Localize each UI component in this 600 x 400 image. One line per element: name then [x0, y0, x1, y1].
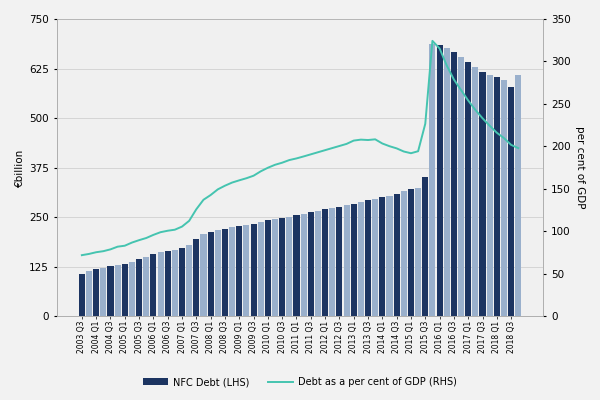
Bar [172, 250, 178, 316]
Bar [286, 217, 292, 316]
Bar [107, 266, 113, 316]
Bar [151, 254, 157, 316]
Bar [430, 44, 436, 316]
Bar [244, 225, 250, 316]
Bar [179, 248, 185, 316]
Bar [372, 198, 378, 316]
Bar [344, 205, 350, 316]
Bar [494, 77, 500, 316]
Bar [487, 75, 493, 316]
Bar [208, 232, 214, 316]
Bar [265, 220, 271, 316]
Bar [293, 215, 299, 316]
Bar [350, 204, 357, 316]
Bar [143, 257, 149, 316]
Bar [394, 194, 400, 316]
Bar [401, 191, 407, 316]
Bar [308, 212, 314, 316]
Bar [79, 274, 85, 316]
Bar [329, 208, 335, 316]
Bar [451, 52, 457, 316]
Bar [508, 86, 514, 316]
Bar [115, 266, 121, 316]
Bar [193, 239, 199, 316]
Bar [272, 219, 278, 316]
Bar [279, 218, 285, 316]
Y-axis label: €billion: €billion [15, 148, 25, 187]
Bar [129, 262, 135, 316]
Legend: NFC Debt (LHS), Debt as a per cent of GDP (RHS): NFC Debt (LHS), Debt as a per cent of GD… [140, 373, 460, 391]
Bar [422, 177, 428, 316]
Bar [465, 62, 471, 316]
Bar [257, 222, 264, 316]
Bar [136, 259, 142, 316]
Bar [215, 230, 221, 316]
Bar [501, 80, 507, 316]
Bar [515, 74, 521, 316]
Bar [386, 196, 392, 316]
Bar [222, 229, 228, 316]
Bar [122, 264, 128, 316]
Y-axis label: per cent of GDP: per cent of GDP [575, 126, 585, 209]
Bar [100, 268, 106, 316]
Bar [186, 245, 192, 316]
Bar [358, 202, 364, 316]
Bar [93, 269, 99, 316]
Bar [479, 72, 485, 316]
Bar [164, 251, 171, 316]
Bar [472, 67, 478, 316]
Bar [408, 189, 414, 316]
Bar [437, 45, 443, 316]
Bar [158, 252, 164, 316]
Bar [322, 210, 328, 316]
Bar [337, 207, 343, 316]
Bar [229, 227, 235, 316]
Bar [86, 271, 92, 316]
Bar [365, 200, 371, 316]
Bar [315, 210, 321, 316]
Bar [236, 226, 242, 316]
Bar [301, 214, 307, 316]
Bar [379, 197, 385, 316]
Bar [415, 188, 421, 316]
Bar [458, 57, 464, 316]
Bar [251, 224, 257, 316]
Bar [200, 234, 206, 316]
Bar [443, 48, 450, 316]
